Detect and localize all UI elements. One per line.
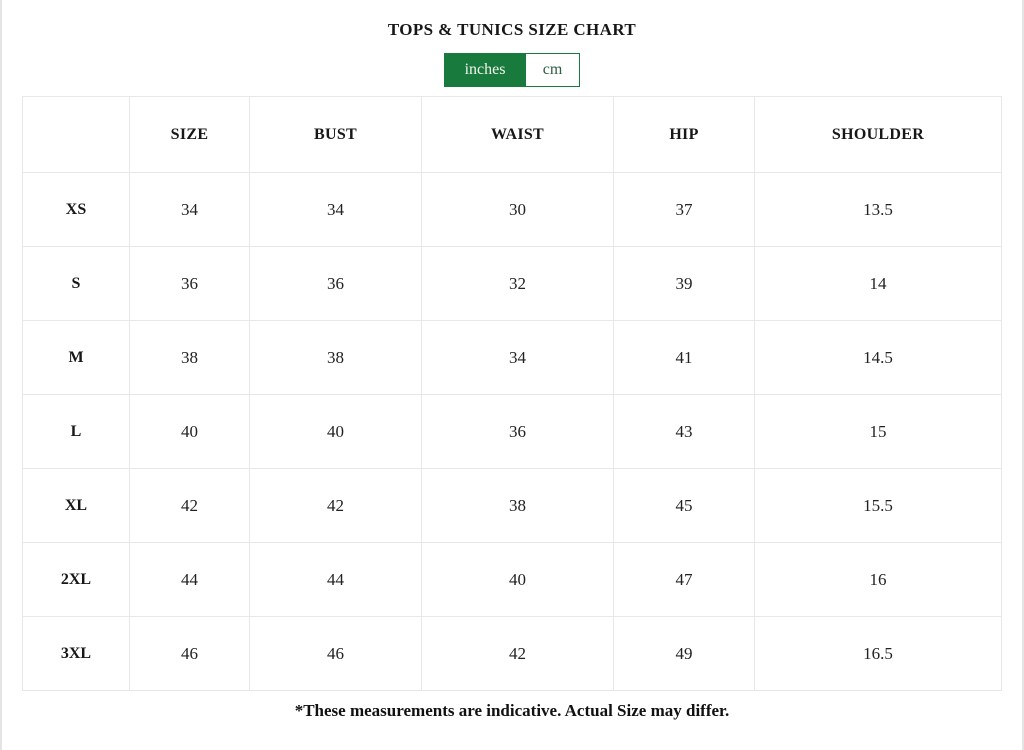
table-cell: 47 [613, 542, 755, 617]
table-cell: 14.5 [754, 320, 1002, 395]
table-cell: 46 [249, 616, 422, 691]
column-header-blank [22, 96, 130, 173]
table-cell: 36 [249, 246, 422, 321]
table-cell: 14 [754, 246, 1002, 321]
table-cell: 32 [421, 246, 614, 321]
footnote: *These measurements are indicative. Actu… [294, 701, 730, 720]
table-cell: 15 [754, 394, 1002, 469]
table-cell: 45 [613, 468, 755, 543]
row-label-s: S [22, 246, 130, 321]
table-row: XS 34 34 30 37 13.5 [22, 172, 1002, 247]
table-cell: 44 [129, 542, 250, 617]
table-cell: 44 [249, 542, 422, 617]
table-row: 2XL 44 44 40 47 16 [22, 542, 1002, 617]
table-cell: 15.5 [754, 468, 1002, 543]
table-cell: 42 [421, 616, 614, 691]
size-chart-table: SIZE BUST WAIST HIP SHOULDER XS 34 34 30… [22, 96, 1002, 691]
table-cell: 36 [129, 246, 250, 321]
table-cell: 34 [421, 320, 614, 395]
table-row: 3XL 46 46 42 49 16.5 [22, 616, 1002, 691]
table-row: L 40 40 36 43 15 [22, 394, 1002, 469]
table-cell: 34 [249, 172, 422, 247]
row-label-m: M [22, 320, 130, 395]
table-cell: 43 [613, 394, 755, 469]
row-label-l: L [22, 394, 130, 469]
table-cell: 37 [613, 172, 755, 247]
table-header-row: SIZE BUST WAIST HIP SHOULDER [22, 96, 1002, 173]
unit-toggle: inches cm [444, 53, 580, 87]
column-header-bust: BUST [249, 96, 422, 173]
table-cell: 40 [421, 542, 614, 617]
table-cell: 38 [249, 320, 422, 395]
column-header-hip: HIP [613, 96, 755, 173]
table-cell: 40 [129, 394, 250, 469]
table-cell: 13.5 [754, 172, 1002, 247]
table-cell: 42 [249, 468, 422, 543]
table-row: M 38 38 34 41 14.5 [22, 320, 1002, 395]
table-cell: 36 [421, 394, 614, 469]
table-cell: 41 [613, 320, 755, 395]
table-cell: 34 [129, 172, 250, 247]
table-cell: 49 [613, 616, 755, 691]
table-cell: 30 [421, 172, 614, 247]
table-cell: 42 [129, 468, 250, 543]
table-cell: 16.5 [754, 616, 1002, 691]
table-row: XL 42 42 38 45 15.5 [22, 468, 1002, 543]
inches-toggle-button[interactable]: inches [445, 54, 525, 86]
table-row: S 36 36 32 39 14 [22, 246, 1002, 321]
table-cell: 38 [421, 468, 614, 543]
table-cell: 40 [249, 394, 422, 469]
table-cell: 46 [129, 616, 250, 691]
row-label-3xl: 3XL [22, 616, 130, 691]
cm-toggle-button[interactable]: cm [525, 54, 579, 86]
unit-toggle-container: inches cm [2, 53, 1022, 87]
column-header-shoulder: SHOULDER [754, 96, 1002, 173]
table-cell: 16 [754, 542, 1002, 617]
row-label-xs: XS [22, 172, 130, 247]
column-header-waist: WAIST [421, 96, 614, 173]
table-cell: 38 [129, 320, 250, 395]
table-cell: 39 [613, 246, 755, 321]
column-header-size: SIZE [129, 96, 250, 173]
page-title: TOPS & TUNICS SIZE CHART [387, 20, 637, 39]
row-label-xl: XL [22, 468, 130, 543]
row-label-2xl: 2XL [22, 542, 130, 617]
